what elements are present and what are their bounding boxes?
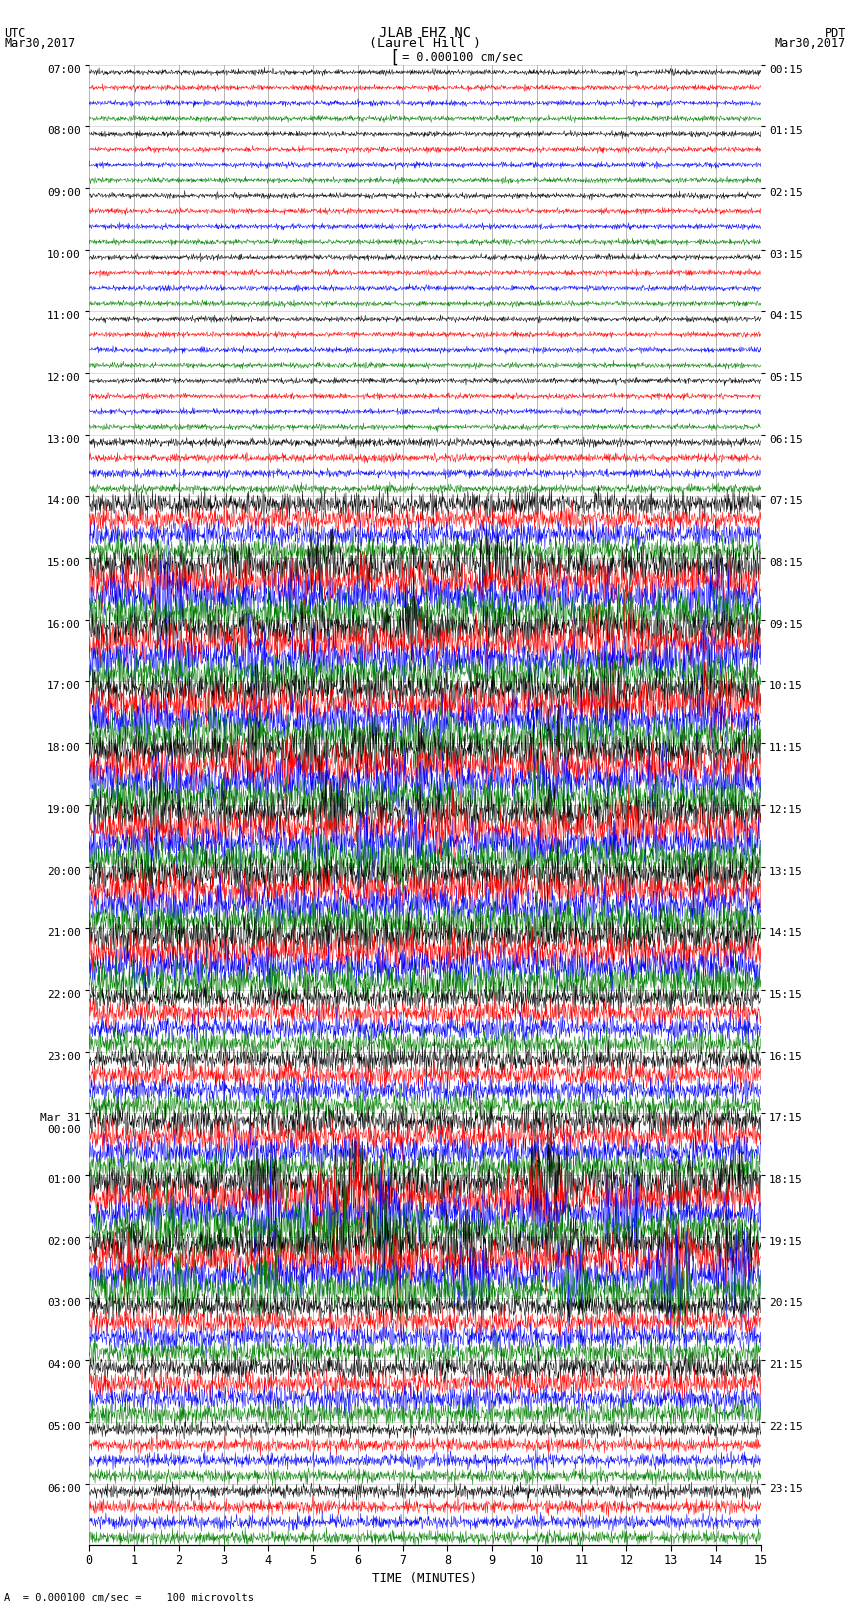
Text: [: [ — [389, 48, 400, 66]
Text: JLAB EHZ NC: JLAB EHZ NC — [379, 26, 471, 40]
Text: = 0.000100 cm/sec: = 0.000100 cm/sec — [395, 50, 524, 63]
Text: (Laurel Hill ): (Laurel Hill ) — [369, 37, 481, 50]
Text: UTC: UTC — [4, 27, 26, 40]
X-axis label: TIME (MINUTES): TIME (MINUTES) — [372, 1573, 478, 1586]
Text: Mar30,2017: Mar30,2017 — [774, 37, 846, 50]
Text: A  = 0.000100 cm/sec =    100 microvolts: A = 0.000100 cm/sec = 100 microvolts — [4, 1594, 254, 1603]
Text: Mar30,2017: Mar30,2017 — [4, 37, 76, 50]
Text: PDT: PDT — [824, 27, 846, 40]
